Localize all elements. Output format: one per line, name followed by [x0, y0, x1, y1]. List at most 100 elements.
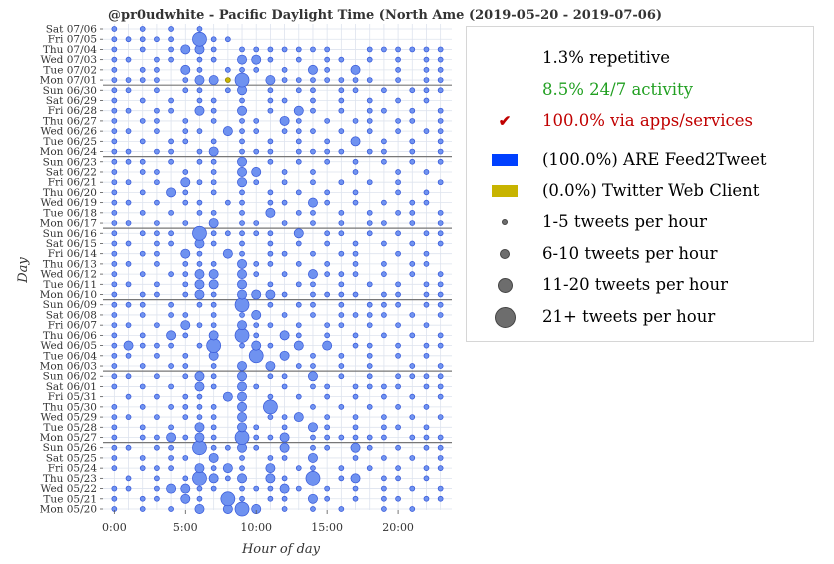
data-point [265, 289, 276, 300]
data-point [239, 128, 245, 134]
y-tick-label: Sat 07/06 [46, 24, 98, 36]
data-point [308, 371, 318, 382]
data-point [295, 301, 302, 308]
data-point [182, 414, 189, 420]
data-point [352, 169, 359, 175]
x-tick-label: 15:00 [311, 521, 343, 534]
y-tick-label: Sun 05/26 [43, 442, 98, 454]
data-point [267, 414, 274, 420]
data-point [239, 250, 245, 257]
y-tick-label: Sun 06/02 [43, 371, 97, 383]
data-point [338, 363, 345, 369]
data-point [154, 465, 160, 471]
data-point [352, 312, 359, 318]
data-point [139, 189, 146, 196]
data-point [409, 434, 416, 441]
data-point [409, 373, 416, 380]
data-point [338, 179, 345, 186]
data-point [125, 485, 132, 492]
data-point [437, 342, 444, 349]
data-point [196, 26, 203, 32]
data-point [310, 87, 316, 94]
data-point [366, 322, 373, 329]
data-point [267, 138, 274, 145]
data-point [139, 67, 146, 73]
data-point [139, 383, 146, 390]
data-point [111, 46, 118, 53]
data-point [437, 291, 444, 298]
data-point [305, 471, 321, 486]
data-point [210, 424, 217, 431]
data-point [154, 230, 160, 237]
legend-webclient-label: (0.0%) Twitter Web Client [542, 181, 760, 200]
data-point [180, 493, 191, 504]
data-point [168, 271, 174, 277]
data-point [154, 444, 160, 451]
data-point [437, 332, 444, 339]
data-point [111, 455, 118, 461]
data-point [111, 220, 118, 226]
data-point [239, 495, 245, 502]
webclient-swatch [492, 185, 518, 197]
data-point [139, 404, 146, 410]
data-point [139, 209, 146, 216]
data-point [437, 434, 444, 441]
data-point [338, 220, 345, 226]
data-point [111, 465, 118, 471]
data-point [381, 271, 387, 277]
data-point [139, 301, 146, 308]
data-point [196, 179, 203, 186]
data-point [239, 342, 245, 349]
data-point [248, 348, 264, 364]
data-point [338, 506, 345, 512]
data-point [366, 128, 373, 134]
data-point [437, 128, 444, 134]
data-point [239, 220, 245, 226]
data-point [239, 312, 245, 318]
data-point [220, 491, 236, 507]
data-point [267, 301, 274, 308]
data-point [154, 434, 160, 441]
data-point [234, 297, 250, 313]
data-point [210, 230, 217, 237]
data-point [381, 434, 387, 441]
y-tick-label: Mon 06/03 [40, 361, 97, 373]
data-point [281, 128, 288, 134]
data-point [111, 67, 118, 73]
data-point [366, 179, 373, 186]
data-point [322, 340, 333, 351]
data-point [194, 504, 205, 514]
data-point [180, 64, 191, 75]
data-point [210, 169, 217, 175]
data-point [139, 495, 146, 502]
data-point [194, 381, 205, 392]
data-point [308, 422, 318, 433]
size1-dot-icon [485, 210, 525, 234]
data-point [196, 56, 203, 63]
data-point [381, 138, 387, 145]
data-point [324, 46, 331, 53]
data-point [210, 261, 217, 267]
data-point [237, 156, 247, 167]
data-point [381, 46, 387, 53]
data-point [139, 118, 146, 124]
data-point [237, 167, 247, 177]
data-point [196, 128, 203, 134]
data-point [194, 422, 205, 433]
data-point [139, 506, 146, 512]
data-point [310, 209, 316, 216]
data-point [409, 455, 416, 461]
data-point [324, 322, 331, 329]
data-point [395, 301, 401, 308]
data-point [281, 46, 288, 53]
data-point [237, 422, 247, 433]
data-point [194, 463, 205, 474]
data-point [381, 475, 387, 482]
data-point [154, 56, 160, 63]
data-point [281, 199, 288, 206]
data-point [210, 373, 217, 380]
legend-row-size1: 1-5 tweets per hour [467, 210, 813, 234]
data-point [437, 77, 444, 83]
data-point [182, 138, 189, 145]
data-point [111, 189, 118, 196]
